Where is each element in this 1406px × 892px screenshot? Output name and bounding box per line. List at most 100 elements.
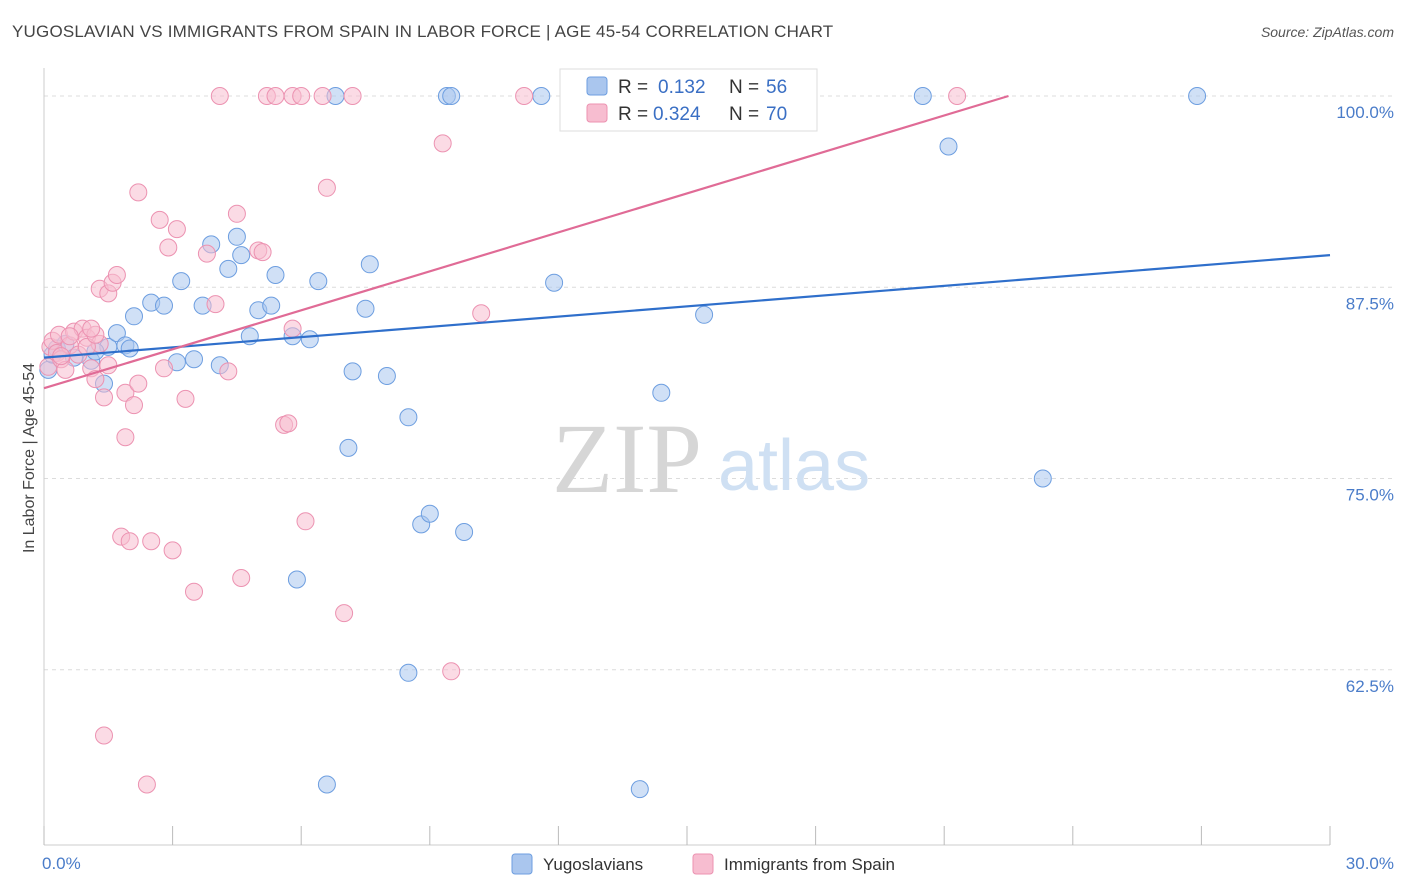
spain-point (253, 243, 272, 262)
yugoslavian-point (360, 255, 379, 274)
legend-r-value-1: 0.132 (658, 77, 706, 98)
spain-point (472, 304, 491, 323)
watermark: ZIP atlas (552, 403, 870, 514)
legend: R = 0.132 N = 56 R = 0.324 N = 70 (559, 68, 818, 132)
yugoslavian-point (442, 87, 461, 105)
y-tick-label: 75.0% (1346, 486, 1394, 505)
yugoslavian-point (107, 324, 126, 343)
x-tick-label-max: 30.0% (1346, 854, 1394, 873)
yugoslavian-point (343, 362, 362, 381)
source-label: Source: ZipAtlas.com (1260, 24, 1394, 40)
yugoslavian-point (532, 87, 551, 105)
yugoslavian-point (913, 87, 932, 105)
yugoslavian-point (266, 266, 285, 284)
bottom-legend-label-yugoslavians: Yugoslavians (543, 855, 643, 874)
y-axis-title: In Labor Force | Age 45-54 (21, 363, 38, 553)
spain-point (125, 396, 143, 415)
yugoslavian-point (317, 775, 336, 794)
yugoslavian-point (652, 383, 671, 402)
spain-point (206, 295, 225, 314)
yugoslavian-point (695, 305, 714, 324)
yugoslavian-point (399, 408, 418, 427)
spain-point (167, 220, 186, 239)
legend-r-label-1: R = (618, 77, 648, 98)
watermark-atlas: atlas (718, 426, 870, 506)
yugoslavian-point (219, 259, 238, 278)
bottom-legend: Yugoslavians Immigrants from Spain (511, 853, 895, 875)
legend-n-label-1: N = (729, 77, 759, 98)
spain-point (185, 582, 203, 601)
y-tick-label: 100.0% (1336, 103, 1394, 122)
spain-point (150, 210, 169, 229)
y-tick-label: 87.5% (1346, 294, 1394, 313)
spain-point (129, 374, 148, 393)
spain-point (163, 541, 182, 560)
yugoslavian-point (545, 273, 564, 292)
spain-point (335, 604, 354, 623)
spain-point (292, 87, 311, 105)
spain-point (433, 134, 452, 153)
spain-point (95, 726, 113, 745)
yugoslavian-point (120, 339, 139, 358)
spain-point (283, 319, 302, 338)
legend-r-value-2: 0.324 (653, 104, 701, 125)
bottom-legend-swatch-yugoslavians (511, 853, 533, 875)
spain-point (116, 428, 135, 447)
yugoslavian-point (287, 570, 306, 589)
spain-point (279, 414, 298, 433)
yugoslavian-point (356, 299, 375, 318)
spain-point (266, 87, 285, 105)
legend-n-value-2: 70 (766, 104, 787, 125)
legend-swatch-spain (586, 103, 608, 123)
spain-point (142, 532, 161, 551)
spain-point (197, 244, 216, 263)
bottom-legend-swatch-spain (692, 853, 714, 875)
yugoslavian-point (1188, 87, 1207, 105)
yugoslavian-point (262, 296, 281, 315)
yugoslavian-point (172, 272, 191, 291)
spain-point (129, 183, 148, 202)
yugoslavian-point (125, 307, 143, 326)
spain-point (176, 389, 195, 408)
spain-point (317, 178, 336, 197)
legend-r-label-2: R = (618, 104, 648, 125)
legend-swatch-yugoslavians (586, 76, 608, 96)
spain-point (107, 266, 126, 284)
yugoslavian-point (185, 350, 203, 369)
spain-point (95, 388, 113, 407)
spain-point (120, 532, 139, 551)
yugoslavian-point (227, 227, 246, 246)
spain-point (60, 327, 79, 346)
yugoslavian-point (300, 330, 319, 349)
yugoslavian-point (1033, 469, 1052, 488)
x-tick-label-min: 0.0% (42, 854, 81, 873)
yugoslavian-point (155, 296, 173, 315)
yugoslavian-point (399, 663, 418, 682)
bottom-legend-label-spain: Immigrants from Spain (724, 855, 895, 874)
y-tick-label: 62.5% (1346, 677, 1394, 696)
trend-layer (43, 94, 1331, 390)
spain-point (210, 87, 229, 105)
axis-layer: 62.5% 75.0% 87.5% 100.0% (43, 68, 1394, 846)
yugoslavian-point (939, 137, 958, 156)
spain-point (82, 319, 101, 338)
spain-point (227, 204, 246, 223)
spain-point (442, 662, 461, 681)
yugoslavian-trendline (43, 254, 1331, 359)
spain-point (137, 775, 156, 794)
legend-n-label-2: N = (729, 104, 759, 125)
legend-n-value-1: 56 (766, 77, 787, 98)
yugoslavian-point (232, 246, 251, 265)
chart-title: YUGOSLAVIAN VS IMMIGRANTS FROM SPAIN IN … (12, 22, 834, 41)
yugoslavian-point (630, 780, 649, 799)
spain-point (948, 87, 967, 105)
spain-point (159, 238, 178, 257)
spain-point (515, 87, 534, 105)
spain-point (296, 512, 315, 531)
watermark-zip: ZIP (552, 403, 702, 514)
spain-point (343, 87, 362, 105)
yugoslavian-point (339, 438, 358, 457)
spain-point (116, 383, 135, 402)
spain-point (219, 362, 238, 381)
